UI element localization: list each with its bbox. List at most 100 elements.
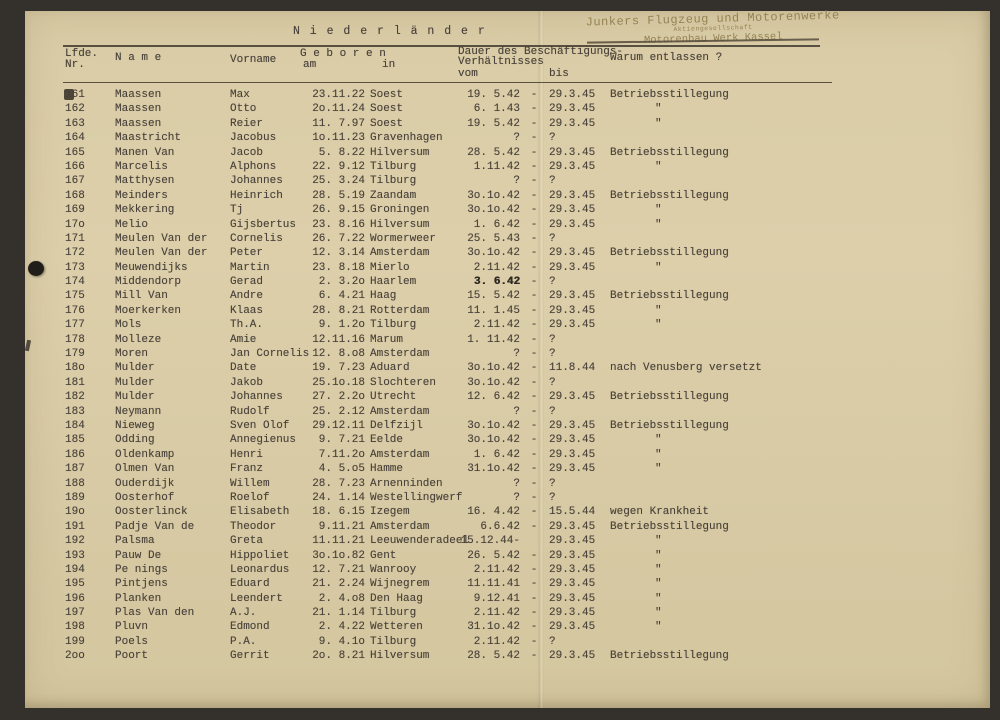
document-paper: Junkers Flugzeug und Motorenwerke Aktien…: [24, 8, 990, 708]
cell-geb-in: Soest: [370, 103, 404, 116]
cell-dash: -: [530, 304, 538, 317]
cell-geb-in: Zaandam: [370, 189, 417, 202]
cell-vom: 1. 6.42: [473, 218, 520, 231]
cell-name: Olmen Van: [115, 463, 175, 476]
cell-geb-in: Amsterdam: [370, 348, 430, 361]
cell-nr: 18o: [65, 362, 85, 375]
cell-warum: ": [655, 204, 662, 217]
cell-nr: 163: [65, 117, 85, 130]
cell-vom: 11.11.41: [467, 578, 520, 591]
cell-name: Maassen: [115, 89, 162, 101]
cell-nr: 191: [65, 520, 85, 533]
cell-bis: 29.3.45: [549, 89, 596, 101]
cell-bis: 29.3.45: [549, 607, 596, 620]
cell-vorname: Jan Cornelis: [230, 348, 310, 361]
cell-vorname: Rudolf: [230, 405, 270, 418]
cell-vorname: Reier: [230, 117, 264, 130]
cell-name: Melio: [115, 218, 149, 231]
cell-geb-am: 29.12.11: [312, 419, 365, 432]
table-row: 178 Molleze Amie 12.11.16 Marum 1. 11.42…: [25, 334, 990, 348]
cell-vom: 3o.1o.42: [467, 247, 520, 260]
cell-bis: 29.3.45: [549, 117, 596, 130]
cell-vorname: Gerrit: [230, 650, 270, 663]
cell-geb-in: Amsterdam: [370, 247, 430, 260]
cell-geb-am: 12.11.16: [312, 333, 365, 346]
cell-bis: 29.3.45: [549, 419, 596, 432]
cell-vom: 3o.1o.42: [467, 362, 520, 375]
cell-warum: Betriebsstillegung: [610, 391, 729, 404]
cell-geb-in: Delfzijl: [370, 419, 423, 432]
cell-bis: 29.3.45: [549, 204, 596, 217]
cell-dash: -: [530, 607, 538, 620]
cell-nr: 169: [65, 204, 85, 217]
cell-nr: 168: [65, 189, 85, 202]
table-row: 189 Oosterhof Roelof 24. 1.14 Westelling…: [25, 492, 990, 506]
cell-geb-am: 2. 4.o8: [318, 592, 365, 605]
cell-dash: -: [530, 261, 538, 274]
cell-geb-in: Amsterdam: [370, 448, 430, 461]
table-row: 165 Manen Van Jacob 5. 8.22 Hilversum 28…: [25, 147, 990, 161]
cell-vom: 3o.1o.42: [467, 204, 520, 217]
cell-name: Mols: [115, 319, 142, 332]
cell-bis: ?: [549, 477, 556, 490]
cell-geb-am: 2o. 8.21: [312, 650, 365, 663]
cell-name: Maastricht: [115, 132, 182, 145]
cell-dash: -: [530, 506, 538, 519]
cell-warum: ": [655, 160, 662, 173]
cell-vom: ?: [513, 405, 520, 418]
cell-geb-am: 21. 2.24: [312, 578, 365, 591]
cell-nr: 2oo: [65, 650, 85, 663]
cell-dash: -: [530, 578, 538, 591]
column-header-bis: bis: [549, 68, 569, 80]
cell-dash: -: [530, 549, 538, 562]
cell-geb-am: 25. 3.24: [312, 175, 365, 188]
cell-geb-am: 26. 7.22: [312, 232, 365, 245]
cell-vom: 2.11.42: [473, 261, 520, 274]
cell-nr: 192: [65, 535, 85, 548]
cell-warum: Betriebsstillegung: [610, 290, 729, 303]
cell-geb-am: 23. 8.16: [312, 218, 365, 231]
cell-bis: ?: [549, 405, 556, 418]
cell-bis: ?: [549, 376, 556, 389]
cell-dash: -: [530, 204, 538, 217]
cell-name: Mekkering: [115, 204, 175, 217]
cell-vorname: Tj: [230, 204, 244, 217]
cell-geb-in: Gravenhagen: [370, 132, 443, 145]
cell-name: Maassen: [115, 103, 162, 116]
cell-bis: 29.3.45: [549, 160, 596, 173]
cell-vorname: Jacobus: [230, 132, 277, 145]
cell-vorname: Otto: [230, 103, 257, 116]
cell-bis: 29.3.45: [549, 247, 596, 260]
cell-vom: 28. 5.42: [467, 650, 520, 663]
table-row: 174 Middendorp Gerad 2. 3.2o Haarlem 3. …: [25, 276, 990, 290]
cell-bis: ?: [549, 175, 556, 188]
cell-warum: ": [655, 592, 662, 605]
column-header-lfde: Lfde.: [65, 48, 99, 60]
cell-dash: -: [530, 491, 538, 504]
cell-geb-in: Westellingwerf: [370, 491, 463, 504]
cell-warum: nach Venusberg versetzt: [610, 362, 762, 375]
cell-geb-in: Eelde: [370, 434, 404, 447]
cell-dash: -: [530, 290, 538, 303]
cell-dash: -: [530, 319, 538, 332]
table-row: 162 Maassen Otto 2o.11.24 Soest 6. 1.43 …: [25, 103, 990, 117]
cell-vorname: Franz: [230, 463, 264, 476]
cell-geb-am: 28. 8.21: [312, 304, 365, 317]
column-header-geboren-am: am: [303, 59, 317, 71]
cell-name: Pluvn: [115, 621, 149, 634]
cell-bis: 29.3.45: [549, 448, 596, 461]
cell-bis: ?: [549, 491, 556, 504]
cell-vom: 12. 6.42: [467, 391, 520, 404]
cell-vorname: A.J.: [230, 607, 257, 620]
cell-geb-in: Amsterdam: [370, 405, 430, 418]
cell-bis: 29.3.45: [549, 391, 596, 404]
cell-vorname: Gerad: [230, 276, 264, 289]
cell-dash: -: [530, 189, 538, 202]
cell-name: Planken: [115, 592, 162, 605]
table-row: 169 Mekkering Tj 26. 9.15 Groningen 3o.1…: [25, 204, 990, 218]
cell-vorname: Cornelis: [230, 232, 283, 245]
cell-bis: 29.3.45: [549, 463, 596, 476]
cell-name: Ouderdijk: [115, 477, 175, 490]
cell-vorname: Gijsbertus: [230, 218, 297, 231]
cell-name: Mill Van: [115, 290, 168, 303]
